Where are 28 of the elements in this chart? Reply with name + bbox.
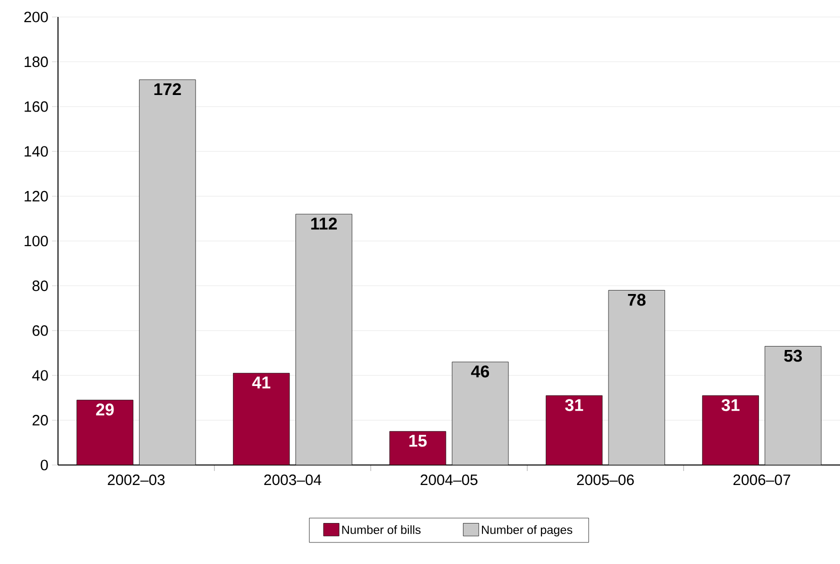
data-label: 15 (409, 434, 427, 447)
data-label: 172 (154, 83, 181, 96)
data-label: 31 (722, 399, 740, 412)
data-label: 41 (252, 376, 270, 388)
y-tick-label: 40 (32, 370, 48, 381)
y-tick-label: 60 (32, 325, 48, 336)
x-tick-label: 2003–04 (264, 474, 322, 486)
y-tick-label: 80 (32, 280, 48, 292)
data-label: 53 (784, 350, 802, 362)
y-tick-label: 140 (24, 146, 48, 157)
data-label: 29 (96, 404, 114, 416)
x-tick-label: 2002–03 (108, 474, 165, 486)
data-label: 112 (311, 218, 337, 230)
data-label: 46 (471, 365, 490, 378)
x-tick-label: 2005–06 (577, 474, 634, 486)
legend-label: Number of pages (482, 525, 572, 536)
legend-label: Number of bills (342, 525, 421, 534)
y-tick-label: 0 (40, 460, 48, 470)
y-tick-label: 180 (24, 56, 48, 68)
y-tick-label: 20 (32, 414, 48, 426)
y-tick-label: 200 (24, 12, 48, 22)
x-tick-label: 2004–05 (420, 474, 478, 486)
y-tick-label: 160 (24, 101, 48, 112)
data-label: 78 (628, 294, 646, 306)
y-tick-label: 100 (24, 236, 48, 246)
data-label: 31 (565, 399, 584, 412)
y-tick-label: 120 (24, 190, 48, 202)
x-tick-label: 2006–07 (733, 474, 790, 486)
